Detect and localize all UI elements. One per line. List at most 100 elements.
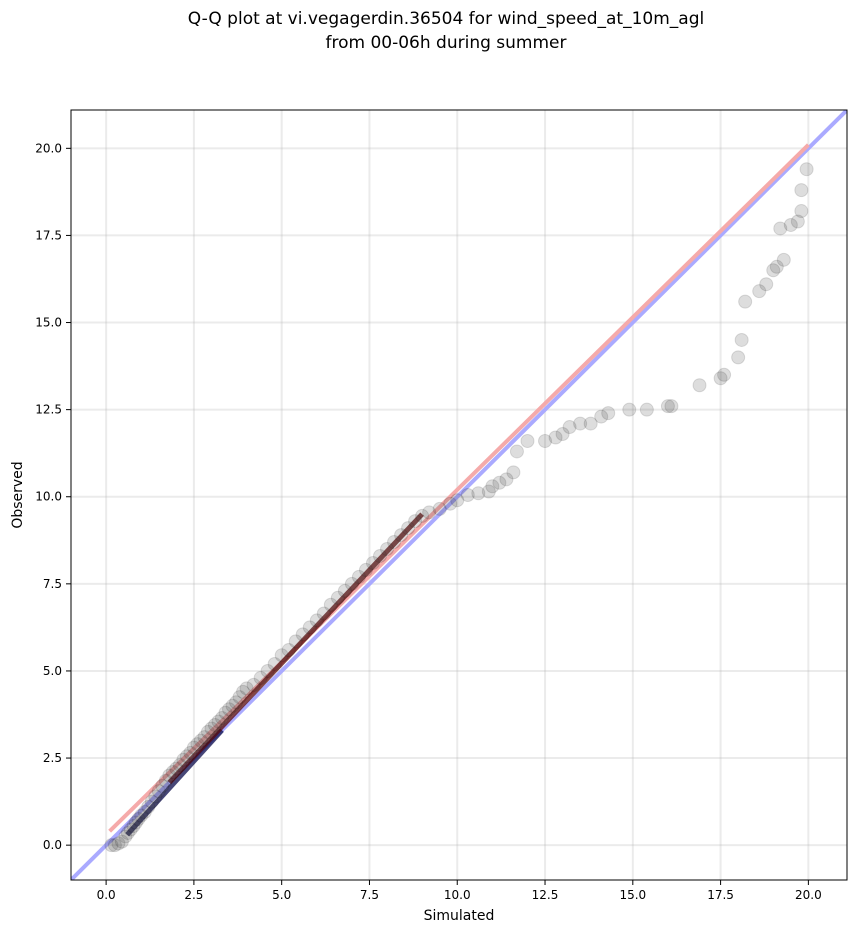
plot-frame bbox=[70, 109, 848, 881]
data-point: (5.4, 5.85) bbox=[288, 634, 303, 649]
data-point: (12.5, 11.6) bbox=[538, 433, 553, 448]
y-tick-label: 0.0 bbox=[43, 838, 62, 852]
data-point: (0.55, 0.25) bbox=[118, 829, 133, 844]
data-point: (3.3, 3.65) bbox=[214, 710, 229, 725]
chart-title-line-1: Q-Q plot at vi.vegagerdin.36504 for wind… bbox=[188, 9, 704, 29]
data-point: (19.8, 18.8) bbox=[794, 183, 809, 198]
data-point: (10.3, 10.05) bbox=[460, 488, 475, 502]
data-point: (0.25, 0) bbox=[107, 838, 122, 853]
x-tick-label: 7.5 bbox=[360, 888, 379, 902]
y-tick-label: 12.5 bbox=[35, 403, 62, 417]
data-point: (4, 4.5) bbox=[239, 681, 254, 696]
data-point: (3.8, 4.25) bbox=[232, 690, 247, 705]
data-point: (5.6, 6.05) bbox=[295, 627, 310, 642]
x-tick-label: 0.0 bbox=[97, 888, 116, 902]
data-point: (18.8, 16.1) bbox=[759, 277, 774, 292]
data-point: (11.7, 11.3) bbox=[509, 444, 524, 459]
data-point: (2.1, 2.3) bbox=[172, 758, 187, 773]
data-point: (19.1, 16.6) bbox=[769, 259, 784, 274]
data-point: (2, 2.2) bbox=[169, 761, 184, 776]
data-point: (17.6, 13.5) bbox=[717, 367, 732, 382]
data-point: (1.7, 1.85) bbox=[158, 773, 173, 788]
data-point: (18.2, 15.6) bbox=[738, 294, 753, 309]
data-point: (1.5, 1.55) bbox=[151, 784, 166, 799]
data-point: (10.6, 10.1) bbox=[471, 486, 486, 501]
data-point: (19.8, 18.2) bbox=[794, 204, 809, 219]
data-point: (1, 0.85) bbox=[134, 808, 149, 823]
data-point: (1.2, 1.1) bbox=[141, 799, 156, 814]
data-point: (8.8, 9.3) bbox=[408, 514, 423, 529]
data-point: (3.4, 3.8) bbox=[218, 705, 233, 720]
data-point: (11, 10.3) bbox=[485, 479, 500, 494]
x-tick-label: 15.0 bbox=[619, 888, 646, 902]
data-point: (0.35, 0.05) bbox=[111, 836, 126, 851]
data-point: (1.1, 0.95) bbox=[137, 805, 152, 820]
data-point: (7, 7.5) bbox=[344, 576, 359, 591]
data-point: (7.2, 7.7) bbox=[351, 569, 366, 584]
data-point: (0.62, 0.35) bbox=[120, 825, 135, 840]
data-point: (3.9, 4.4) bbox=[236, 684, 251, 699]
data-point: (2.9, 3.25) bbox=[200, 724, 215, 739]
data-point: (3.2, 3.55) bbox=[211, 714, 226, 729]
y-axis-ticks: 0.0 2.5 5.0 7.5 10.0 12.5 15.0 17.5 20.0 bbox=[35, 141, 71, 852]
data-point: (5.8, 6.25) bbox=[302, 620, 317, 635]
data-point: (14.3, 12.4) bbox=[601, 406, 616, 421]
data-point: (14.9, 12.5) bbox=[622, 402, 637, 417]
data-point: (8.6, 9.1) bbox=[401, 521, 416, 536]
data-points: (0.15, 0)(0.25, 0)(0.35, 0.05)(0.45, 0.1… bbox=[104, 162, 814, 853]
data-point: (9, 9.45) bbox=[415, 508, 430, 523]
data-point: (6.6, 7.1) bbox=[330, 590, 345, 605]
data-point: (2.7, 3) bbox=[193, 733, 208, 748]
x-tick-label: 5.0 bbox=[272, 888, 291, 902]
data-point: (13.8, 12.1) bbox=[583, 416, 598, 431]
data-point: (16.1, 12.6) bbox=[664, 399, 679, 414]
data-point: (6.4, 6.9) bbox=[323, 597, 338, 612]
data-point: (5.2, 5.6) bbox=[281, 643, 296, 658]
y-axis-title: Observed bbox=[10, 461, 26, 528]
data-point: (12, 11.6) bbox=[520, 433, 535, 448]
data-point: (0.15, 0) bbox=[104, 838, 119, 853]
y-tick-label: 7.5 bbox=[43, 577, 62, 591]
data-point: (8, 8.5) bbox=[380, 542, 395, 557]
data-point: (19, 16.5) bbox=[766, 263, 781, 278]
x-tick-label: 12.5 bbox=[532, 888, 559, 902]
x-tick-label: 17.5 bbox=[707, 888, 734, 902]
data-point: (8.4, 8.9) bbox=[394, 528, 409, 543]
data-point: (6, 6.45) bbox=[309, 613, 324, 628]
x-axis-ticks: 0.0 2.5 5.0 7.5 10.0 12.5 15.0 17.5 20.0 bbox=[97, 880, 822, 902]
x-tick-label: 10.0 bbox=[444, 888, 471, 902]
data-point: (18, 14) bbox=[731, 350, 746, 365]
data-point: (7.4, 7.9) bbox=[358, 562, 373, 577]
data-point: (19.3, 16.8) bbox=[776, 252, 791, 267]
data-point: (9.2, 9.55) bbox=[422, 505, 437, 520]
data-point: (6.2, 6.65) bbox=[316, 606, 331, 621]
data-point: (4.6, 5) bbox=[260, 663, 275, 678]
data-point: (15.4, 12.5) bbox=[639, 402, 654, 417]
data-point: (5, 5.45) bbox=[274, 648, 289, 663]
data-point: (0.85, 0.65) bbox=[128, 815, 143, 830]
data-point: (1.4, 1.4) bbox=[148, 789, 163, 804]
dense-core-line bbox=[167, 512, 424, 785]
data-point: (17.5, 13.4) bbox=[713, 371, 728, 386]
data-point: (3.1, 3.45) bbox=[207, 717, 222, 732]
data-point: (2.5, 2.8) bbox=[186, 740, 201, 755]
data-point: (4.2, 4.6) bbox=[246, 677, 261, 692]
y-tick-label: 5.0 bbox=[43, 664, 62, 678]
data-point: (3.7, 4.1) bbox=[229, 695, 244, 710]
data-point: (18.1, 14.5) bbox=[734, 332, 749, 347]
dense-core-line bbox=[125, 728, 224, 837]
data-point: (0.45, 0.1) bbox=[114, 834, 129, 849]
data-point: (13.5, 12.1) bbox=[573, 416, 588, 431]
data-point: (2.6, 2.9) bbox=[190, 737, 205, 752]
data-point: (19.95, 19.4) bbox=[799, 162, 814, 177]
data-point: (2.8, 3.1) bbox=[197, 730, 212, 745]
data-point: (11.4, 10.5) bbox=[499, 472, 514, 487]
data-point: (4.4, 4.8) bbox=[253, 670, 268, 685]
data-point: (7.8, 8.3) bbox=[372, 548, 387, 563]
data-point: (2.3, 2.55) bbox=[179, 749, 194, 764]
data-point: (11.2, 10.4) bbox=[492, 475, 507, 490]
y-tick-label: 17.5 bbox=[35, 228, 62, 242]
data-point: (19.2, 17.7) bbox=[773, 221, 788, 236]
